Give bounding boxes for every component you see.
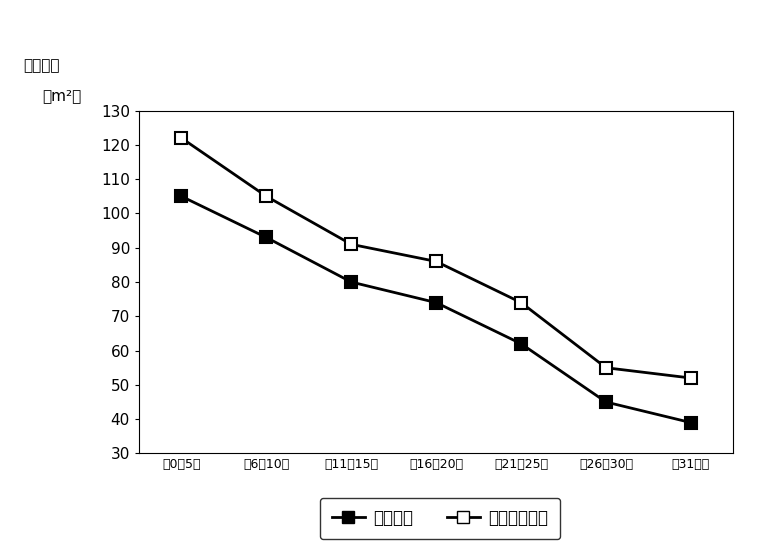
新規登録物件 (516, 299, 526, 306)
Text: m²）: m²） (42, 88, 82, 103)
成約物件 (347, 279, 356, 285)
Legend: 成約物件, 新規登録物件: 成約物件, 新規登録物件 (320, 498, 560, 539)
新規登録物件 (601, 364, 611, 371)
成約物件 (601, 399, 611, 405)
新規登録物件 (177, 135, 186, 142)
新規登録物件 (686, 375, 696, 382)
新規登録物件 (347, 241, 356, 248)
成約物件 (262, 234, 271, 241)
Line: 新規登録物件: 新規登録物件 (175, 132, 697, 384)
新規登録物件 (432, 258, 441, 265)
成約物件 (432, 299, 441, 306)
新規登録物件 (262, 193, 271, 200)
成約物件 (177, 193, 186, 200)
Line: 成約物件: 成約物件 (175, 190, 697, 429)
Text: （万円／: （万円／ (23, 58, 59, 73)
成約物件 (516, 341, 526, 347)
成約物件 (686, 419, 696, 426)
